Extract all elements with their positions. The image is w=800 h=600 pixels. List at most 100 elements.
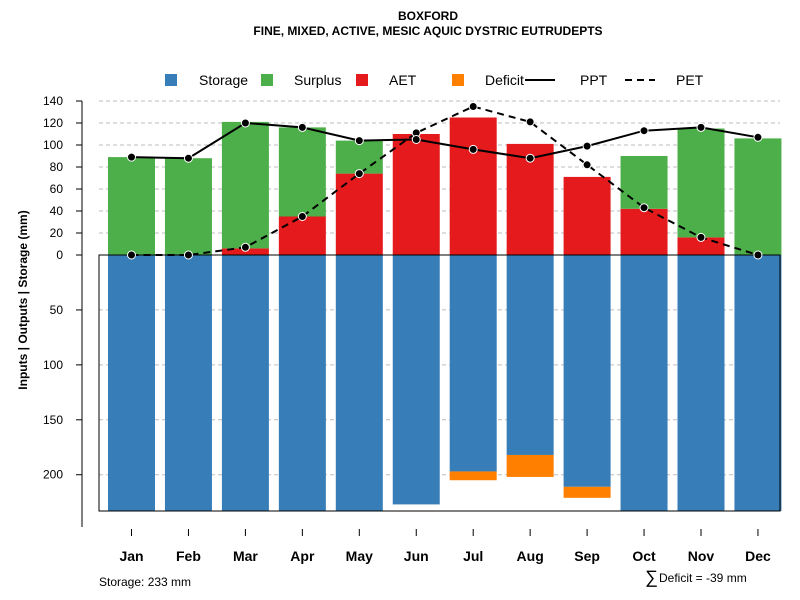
y-tick-label: 200 [43,468,63,482]
legend-swatch-surplus [261,74,273,86]
ppt-point [411,135,421,144]
storage-note: Storage: 233 mm [99,575,191,589]
bar-storage [620,255,668,511]
legend-swatch-deficit [452,74,464,86]
pet-point [468,102,478,111]
x-tick-label: Dec [745,548,771,564]
legend-label-deficit: Deficit [485,72,524,88]
bar-storage [335,255,383,511]
deficit-note: Deficit = -39 mm [659,571,747,585]
pet-point [753,250,763,260]
y-tick-label: 140 [43,94,63,108]
pet-point [639,203,649,213]
y-tick-label: 50 [50,303,64,317]
bar-storage [506,255,554,455]
bar-surplus [335,140,383,174]
legend-label-pet: PET [676,72,704,88]
legend-swatch-storage [165,74,177,86]
sum-symbol: ∑ [645,567,658,587]
bar-storage [392,255,440,505]
ppt-point [639,126,649,136]
bar-surplus [221,121,269,249]
y-tick-label: 20 [50,226,64,240]
bar-surplus [734,138,782,255]
ppt-line [131,121,759,160]
pet-point [582,160,592,170]
y-tick-label: 80 [50,160,64,174]
bar-aet [278,216,326,255]
x-tick-label: Jul [463,548,483,564]
y-tick-label: 0 [56,248,63,262]
ppt-point [354,136,364,146]
legend-label-ppt: PPT [580,72,608,88]
bars [108,117,782,511]
ppt-point [753,132,763,142]
pet-point [696,232,706,242]
bar-storage [164,255,212,511]
ppt-point [297,122,307,132]
x-tick-label: Jun [404,548,429,564]
bar-storage [108,255,155,511]
bar-storage [278,255,326,511]
storage-panel-frame [98,254,781,512]
bar-storage [677,255,725,511]
pet-line [131,105,759,256]
lines [127,102,763,260]
pet-point [240,242,250,252]
pet-point [354,169,364,179]
pet-point [127,250,136,260]
x-tick-label: Apr [290,548,315,564]
x-tick-label: Sep [574,548,600,564]
pet-point [183,250,193,260]
ppt-point [582,141,592,151]
chart-subtitle: FINE, MIXED, ACTIVE, MESIC AQUIC DYSTRIC… [253,24,602,38]
bar-surplus [108,157,155,255]
bar-aet [449,117,497,255]
ppt-point [183,153,193,163]
bar-surplus [278,127,326,217]
y-tick-label: 120 [43,116,63,130]
x-tick-label: Jan [119,548,143,564]
legend-label-storage: Storage [199,72,248,88]
pet-point [525,117,535,127]
x-tick-label: May [346,548,373,564]
ppt-point [127,152,136,162]
y-axis-label: Inputs | Outputs | Storage (mm) [16,210,30,389]
y-tick-label: 100 [43,358,63,372]
x-tick-label: Mar [233,548,258,564]
legend-label-surplus: Surplus [294,72,341,88]
y-tick-label: 40 [50,204,64,218]
bar-aet [563,176,611,255]
bar-storage [449,255,497,472]
bar-deficit [563,486,611,498]
legend-label-aet: AET [389,72,417,88]
bar-storage [563,255,611,487]
ppt-point [240,118,250,128]
bar-deficit [506,454,554,477]
axes: 0 20 40 60 80 100 120 140 50 100 150 200 Jan Feb Mar Ap… [43,94,771,564]
bar-surplus [677,128,725,238]
y-tick-label: 100 [43,138,63,152]
pet-point [297,212,307,221]
chart-title: BOXFORD [398,9,458,23]
x-tick-label: Oct [632,548,656,564]
legend-swatch-aet [356,74,368,86]
ppt-point [696,122,706,132]
ppt-point [468,144,478,154]
x-tick-label: Nov [688,548,715,564]
bar-aet [335,173,383,255]
bar-aet [392,134,440,255]
x-tick-label: Feb [176,548,201,564]
bar-storage [221,255,269,511]
y-tick-label: 150 [43,413,63,427]
bar-storage [734,255,782,511]
bar-surplus [164,158,212,255]
ppt-point [525,153,535,163]
bar-deficit [449,471,497,481]
legend: Storage Surplus AET Deficit PPT PET [165,72,704,88]
x-tick-label: Aug [517,548,544,564]
y-tick-label: 60 [50,182,64,196]
bar-surplus [620,156,668,209]
